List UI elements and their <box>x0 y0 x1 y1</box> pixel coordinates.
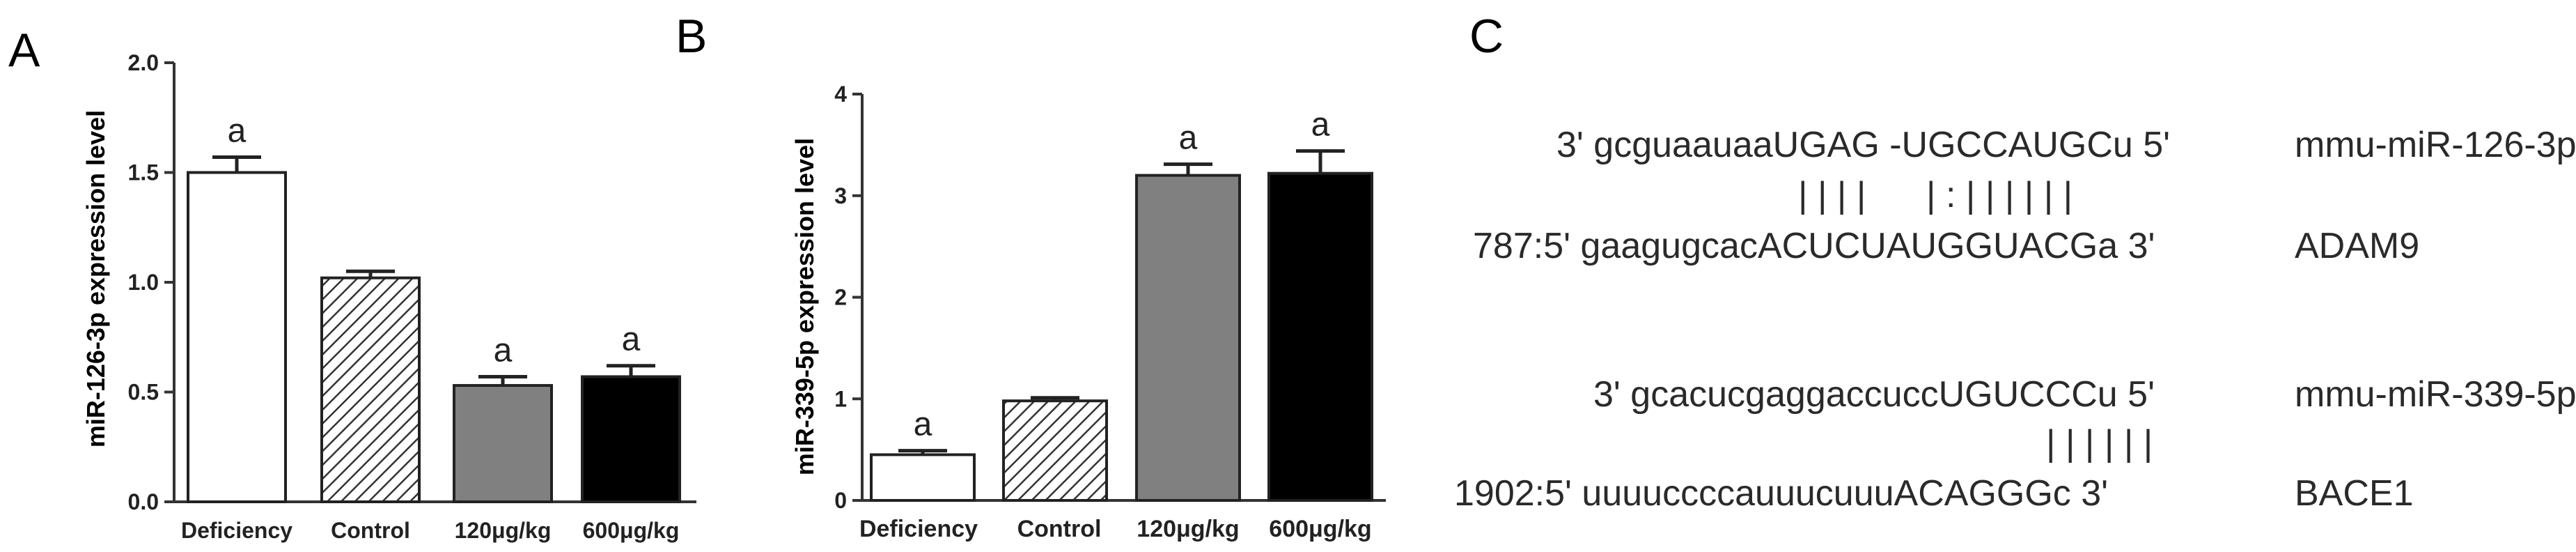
pairing-2: | | | | | | <box>2046 423 2153 463</box>
chart-b-ytick-label: 1 <box>834 386 847 411</box>
chart-a-bar <box>187 171 287 503</box>
chart-b-significance-label: a <box>1311 107 1330 144</box>
chart-a-category-label: Deficiency <box>181 518 292 543</box>
chart-a-category-label: Control <box>331 518 410 543</box>
alignment-2: 3' gcacucgaggaccuccUGUCCCu 5' mmu-miR-33… <box>1454 374 2576 514</box>
chart-b-ylabel: miR-339-5p expression level <box>790 138 819 475</box>
chart-a-bar <box>453 384 553 503</box>
chart-a-ytick-label: 1.5 <box>128 160 159 185</box>
chart-a-ytick-label: 2.0 <box>128 50 159 75</box>
mirna-name-2: mmu-miR-339-5p <box>2295 374 2576 415</box>
panel-label-c: C <box>1469 10 1504 63</box>
chart-b-category-label: 120μg/kg <box>1137 516 1239 542</box>
chart-a: miR-126-3p expression level 0.0 0.5 1.0 1.5… <box>81 50 696 543</box>
chart-b-ytick-label: 3 <box>834 183 847 208</box>
target-seq-2: 1902:5' uuuuccccauuucuuuACAGGGc 3' <box>1454 473 2108 514</box>
chart-b-ytick-label: 0 <box>834 488 847 513</box>
chart-b-bar <box>1135 174 1241 502</box>
chart-a-ytick-label: 0.5 <box>128 380 159 405</box>
chart-b-significance-label: a <box>1179 120 1198 157</box>
mirna-name-1: mmu-miR-126-3p <box>2295 125 2576 165</box>
chart-b-category-label: Control <box>1017 516 1102 542</box>
target-name-1: ADAM9 <box>2295 226 2419 266</box>
chart-b-significance-label: a <box>914 406 932 443</box>
mirna-seq-1: 3' gcguaauaaUGAG -UGCCAUGCu 5' <box>1556 125 2170 165</box>
chart-a-bar <box>581 375 681 504</box>
chart-a-ytick-label: 0.0 <box>128 489 159 514</box>
chart-b-ytick-label: 2 <box>834 285 847 310</box>
target-seq-1: 787:5' gaagugcacACUCUAUGGUACGa 3' <box>1473 226 2155 266</box>
chart-b-category-label: Deficiency <box>859 516 978 542</box>
alignment-panel: 3' gcguaauaaUGAG -UGCCAUGCu 5' mmu-miR-1… <box>1454 125 2576 514</box>
alignment-1: 3' gcguaauaaUGAG -UGCCAUGCu 5' mmu-miR-1… <box>1473 125 2576 266</box>
chart-b-bar <box>1002 399 1108 502</box>
panel-label-b: B <box>676 10 707 63</box>
panel-label-a: A <box>8 24 40 77</box>
chart-a-ylabel: miR-126-3p expression level <box>81 110 110 447</box>
mirna-seq-2: 3' gcacucgaggaccuccUGUCCCu 5' <box>1593 374 2155 415</box>
chart-a-ytick-label: 1.0 <box>128 270 159 295</box>
chart-a-category-label: 120μg/kg <box>455 518 552 543</box>
chart-b-category-label: 600μg/kg <box>1269 516 1371 542</box>
chart-b-bar <box>870 453 976 502</box>
chart-a-bar <box>320 276 421 503</box>
chart-a-category-label: 600μg/kg <box>583 518 680 543</box>
chart-b: miR-339-5p expression level 0 1 2 3 4 a a a De… <box>790 82 1386 542</box>
chart-b-ytick-label: 4 <box>834 82 847 107</box>
chart-a-significance-label: a <box>228 112 247 149</box>
target-name-2: BACE1 <box>2295 473 2414 514</box>
chart-b-bar <box>1267 171 1373 502</box>
chart-a-significance-label: a <box>494 332 513 369</box>
pairing-1: | | | | | : | | | | | | <box>1798 175 2072 215</box>
chart-a-significance-label: a <box>622 321 641 358</box>
